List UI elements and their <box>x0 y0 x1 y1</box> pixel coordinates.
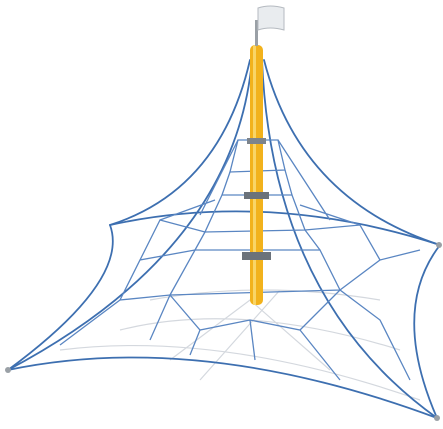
pole-body <box>250 45 263 305</box>
rope-edge <box>109 59 251 226</box>
rope-edge <box>413 244 441 419</box>
pole-ring <box>244 192 269 199</box>
rope-mesh <box>159 139 361 251</box>
anchor <box>434 415 440 421</box>
rope-edge <box>261 59 438 419</box>
pole-ring <box>242 252 271 260</box>
anchors <box>5 242 442 421</box>
rope-edge <box>7 356 438 419</box>
pole-ring <box>247 138 266 144</box>
anchor <box>436 242 442 248</box>
pole-highlight <box>253 45 256 305</box>
rope-edge <box>7 224 114 371</box>
anchor <box>5 367 11 373</box>
flag-pole <box>255 20 258 46</box>
flag <box>257 5 285 31</box>
pole <box>242 5 285 305</box>
rope-edge <box>263 59 441 246</box>
rope-edge <box>109 210 441 246</box>
rope-edge <box>7 59 253 371</box>
